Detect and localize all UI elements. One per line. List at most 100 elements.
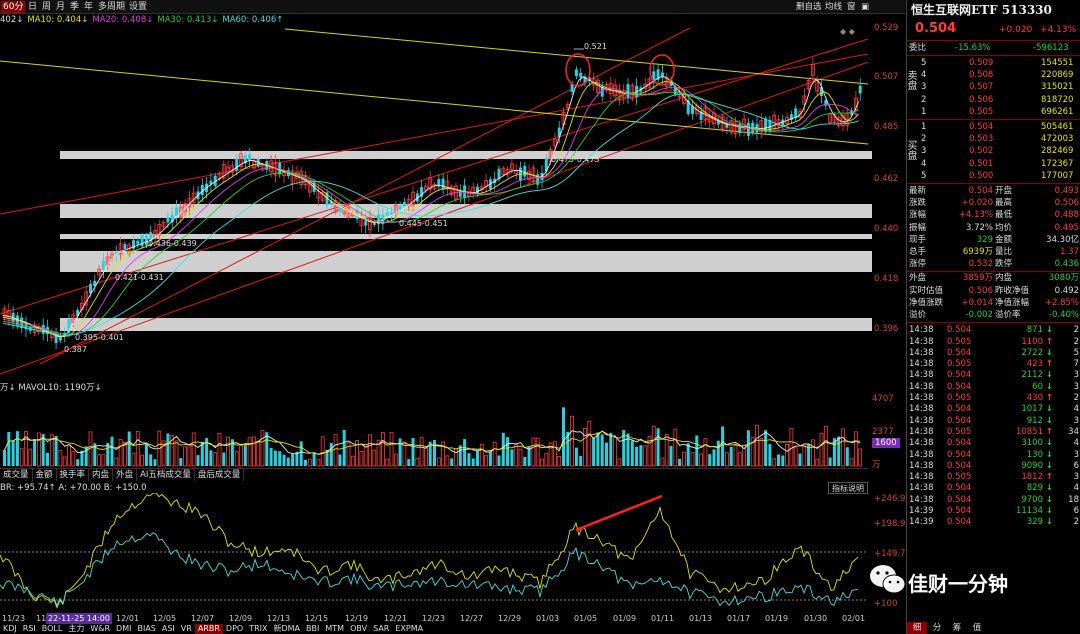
volume-bar bbox=[393, 453, 398, 467]
volume-tab[interactable]: AI五档成交量 bbox=[137, 469, 195, 481]
ma-button[interactable]: 均线 bbox=[825, 2, 843, 12]
price-change: +0.020 bbox=[999, 25, 1033, 35]
tab-multi-period[interactable]: 多周期 bbox=[98, 2, 126, 12]
indicator-tab[interactable]: KDJ bbox=[3, 624, 17, 633]
tab-quarter[interactable]: 季 bbox=[70, 2, 80, 12]
candle-body bbox=[114, 251, 118, 256]
volume-tab[interactable]: 金额 bbox=[33, 469, 57, 481]
ask-row[interactable]: 1 0.505 696261 bbox=[907, 106, 1080, 118]
candle-body bbox=[630, 84, 635, 100]
highlight-circle bbox=[565, 53, 591, 87]
tab-settings[interactable]: 设置 bbox=[129, 2, 148, 12]
zone-label: 0.445-0.451 bbox=[399, 219, 448, 228]
volume-bar bbox=[544, 453, 549, 467]
panel-tab[interactable]: 细 bbox=[907, 622, 927, 634]
volume-axis-label: 2377 bbox=[872, 427, 894, 437]
indicator-tab[interactable]: DMI bbox=[116, 624, 132, 633]
indicator-tab[interactable]: TRIX bbox=[249, 624, 268, 633]
close-icon[interactable]: ▣ bbox=[861, 2, 870, 12]
ask-row[interactable]: 4 0.508 220869 bbox=[907, 69, 1080, 81]
indicator-tab[interactable]: 新DMA bbox=[273, 624, 301, 633]
tick-volume: 3100 bbox=[1021, 438, 1043, 449]
volume-bar bbox=[325, 449, 329, 466]
indicator-tab[interactable]: ARBR bbox=[194, 624, 223, 634]
ask-row[interactable]: 2 0.506 818720 bbox=[907, 94, 1080, 106]
period-toolbar: 60分 日 周 月 季 年 多周期 设置 删自选 均线 窗 ▣ bbox=[0, 0, 905, 14]
window-button[interactable]: 窗 bbox=[847, 2, 856, 12]
ask-row[interactable]: 3 0.507 315021 bbox=[907, 81, 1080, 93]
volume-tab[interactable]: 成交量 bbox=[0, 469, 33, 481]
indicator-tab[interactable]: RSI bbox=[22, 624, 36, 633]
indicator-tab[interactable]: DPO bbox=[225, 624, 244, 633]
volume-bar bbox=[346, 442, 351, 467]
indicator-help-button[interactable]: 指标说明 bbox=[828, 482, 868, 494]
volume-bar bbox=[828, 457, 832, 466]
indicator-tab[interactable]: BBI bbox=[306, 624, 320, 633]
stat-label: 金额 bbox=[995, 234, 1013, 245]
volume-chart[interactable] bbox=[0, 392, 868, 468]
volume-tab[interactable]: 外盘 bbox=[113, 469, 138, 481]
bid-volume: 172367 bbox=[1041, 158, 1074, 169]
tab-year[interactable]: 年 bbox=[84, 2, 94, 12]
price-candlestick-chart[interactable]: 0.521 0.387 0.473-0.475 0.445-0.451 0.436-0.… bbox=[0, 14, 872, 384]
volume-tab[interactable]: 内盘 bbox=[89, 469, 114, 481]
support-zone bbox=[60, 151, 872, 159]
panel-tabs: 细分筹值 bbox=[907, 622, 1080, 634]
indicator-tab[interactable]: VR bbox=[180, 624, 192, 633]
volume-bar bbox=[613, 437, 617, 467]
indicator-tab[interactable]: 主力 bbox=[68, 624, 85, 633]
volume-bar bbox=[304, 459, 307, 466]
tab-month[interactable]: 月 bbox=[56, 2, 66, 12]
ask-volume: 154551 bbox=[1041, 58, 1074, 68]
tab-week[interactable]: 周 bbox=[42, 2, 52, 12]
volume-bar bbox=[854, 431, 858, 467]
panel-tab[interactable]: 筹 bbox=[952, 623, 962, 633]
ask-side-label: 卖盘 bbox=[905, 70, 916, 90]
indicator-tab[interactable]: BOLL bbox=[41, 624, 63, 633]
indicator-tab[interactable]: W&R bbox=[90, 624, 111, 633]
bid-row[interactable]: 5 0.500 177007 bbox=[907, 170, 1080, 182]
candle-body bbox=[123, 244, 127, 249]
volume-bar bbox=[307, 458, 312, 467]
indicator-tab[interactable]: EXPMA bbox=[395, 624, 424, 633]
arrow-down-icon: ↓ bbox=[1045, 438, 1053, 449]
brar-chart[interactable] bbox=[0, 493, 868, 613]
volume-bar bbox=[15, 431, 19, 466]
candle-body bbox=[557, 127, 561, 137]
candle-body bbox=[836, 116, 841, 127]
candle-body bbox=[372, 221, 376, 225]
tick-row: 14:38 0.504 829 ↓ 4 bbox=[907, 482, 1080, 494]
ask-level: 2 bbox=[921, 94, 927, 105]
trend-line-yellow bbox=[0, 60, 869, 145]
candle-body bbox=[54, 333, 58, 344]
price-axis-label: 0.396 bbox=[874, 324, 899, 334]
bid-row[interactable]: 4 0.501 172367 bbox=[907, 158, 1080, 170]
candle-body bbox=[338, 204, 342, 213]
volume-bar bbox=[768, 444, 772, 466]
bid-row[interactable]: 2 0.503 472003 bbox=[907, 133, 1080, 145]
brar-axis-label: +198.9 bbox=[874, 519, 906, 529]
indicator-tab[interactable]: MTM bbox=[325, 624, 345, 633]
indicator-tab[interactable]: ASI bbox=[161, 624, 175, 633]
tab-day[interactable]: 日 bbox=[28, 2, 38, 12]
indicator-tab[interactable]: BIAS bbox=[137, 624, 156, 633]
panel-tab[interactable]: 分 bbox=[932, 623, 942, 633]
bid-row[interactable]: 1 0.504 505461 bbox=[907, 121, 1080, 133]
volume-bar bbox=[239, 444, 243, 467]
stat-label: 净值涨跌 bbox=[909, 297, 944, 308]
panel-tab[interactable]: 值 bbox=[972, 623, 982, 633]
time-axis-label: 01/09 bbox=[613, 614, 637, 623]
indicator-tab[interactable]: OBV bbox=[350, 624, 368, 633]
volume-tab[interactable]: 换手率 bbox=[57, 469, 90, 481]
tab-60min[interactable]: 60分 bbox=[1, 1, 26, 13]
bid-row[interactable]: 3 0.502 282469 bbox=[907, 145, 1080, 157]
remove-favorite-button[interactable]: 删自选 bbox=[796, 2, 822, 12]
tick-time: 14:38 bbox=[909, 460, 934, 471]
volume-bar bbox=[372, 449, 377, 467]
volume-bar bbox=[320, 436, 325, 467]
volume-tab[interactable]: 盘后成交量 bbox=[195, 469, 245, 481]
indicator-tab[interactable]: SAR bbox=[373, 624, 390, 633]
arrow-down-icon: ↓ bbox=[1045, 517, 1053, 528]
ask-row[interactable]: 5 0.509 154551 bbox=[907, 57, 1080, 69]
volume-bar bbox=[777, 454, 780, 466]
